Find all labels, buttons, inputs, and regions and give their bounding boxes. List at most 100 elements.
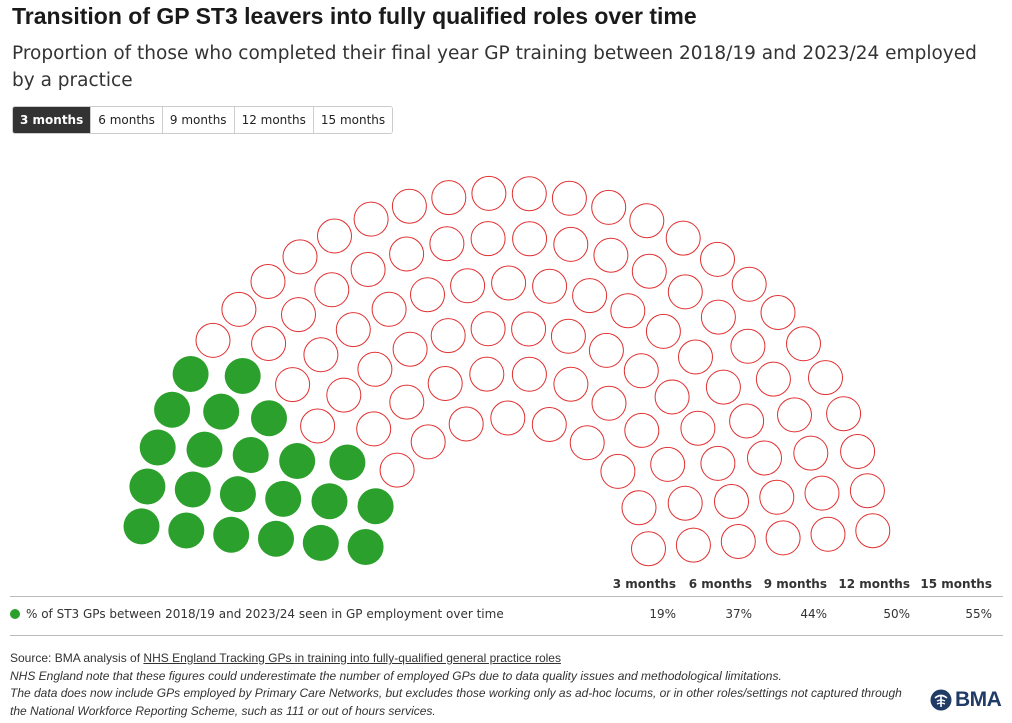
tab-3-months[interactable]: 3 months	[13, 107, 92, 133]
seat-empty	[470, 311, 506, 347]
seat-empty	[551, 180, 587, 216]
seat-empty	[808, 360, 843, 396]
seat-empty	[747, 440, 782, 476]
seat-empty	[512, 221, 548, 257]
table-header-cell: 9 months	[763, 577, 827, 591]
seat-empty	[357, 351, 393, 387]
seat-filled	[357, 488, 394, 525]
tab-12-months[interactable]: 12 months	[234, 107, 314, 133]
seat-empty	[553, 366, 589, 402]
table-cell: 44%	[800, 607, 827, 621]
seat-empty	[731, 266, 767, 302]
table-header-cell: 15 months	[920, 577, 992, 591]
seat-filled	[279, 443, 316, 479]
seat-empty	[379, 452, 415, 488]
table-header-cell: 12 months	[838, 577, 910, 591]
seat-empty	[623, 353, 659, 389]
seat-filled	[311, 483, 348, 520]
table-header: 3 months 6 months 9 months 12 months 15 …	[10, 574, 1003, 597]
seat-empty	[281, 297, 316, 333]
note-underestimate: NHS England note that these figures coul…	[10, 668, 782, 683]
seat-empty	[491, 265, 527, 301]
table-header-cell: 3 months	[612, 577, 676, 591]
seat-empty	[389, 384, 425, 420]
seat-empty	[804, 475, 840, 511]
seat-empty	[511, 356, 547, 392]
note-coverage: The data does now include GPs employed b…	[10, 686, 902, 718]
seat-empty	[665, 220, 701, 256]
parliament-chart	[123, 175, 891, 567]
chart-subtitle: Proportion of those who completed their …	[12, 43, 977, 91]
seat-empty	[675, 527, 711, 563]
seat-empty	[389, 236, 425, 272]
seat-filled	[329, 444, 366, 481]
bma-logo: BMA	[930, 688, 1002, 712]
seat-empty	[430, 318, 466, 354]
seat-empty	[700, 299, 736, 335]
seat-empty	[490, 400, 526, 436]
seat-empty	[645, 313, 681, 349]
seat-empty	[429, 226, 465, 262]
seat-filled	[219, 476, 256, 513]
seat-empty	[470, 221, 506, 257]
seat-empty	[471, 175, 507, 211]
seat-empty	[591, 189, 627, 225]
tab-9-months[interactable]: 9 months	[162, 107, 235, 133]
seat-empty	[410, 277, 445, 313]
tab-15-months[interactable]: 15 months	[313, 107, 393, 133]
seat-empty	[450, 268, 486, 304]
seat-empty	[810, 516, 846, 552]
source-prefix: Source: BMA analysis of	[10, 651, 144, 665]
seat-empty	[300, 408, 336, 444]
seat-empty	[410, 424, 446, 460]
chart-title: Transition of GP ST3 leavers into fully …	[12, 3, 697, 29]
seat-empty	[793, 435, 829, 471]
seat-empty	[849, 473, 885, 509]
table-header-cell: 6 months	[688, 577, 752, 591]
seat-empty	[221, 291, 257, 327]
seat-empty	[326, 377, 362, 413]
seat-empty	[621, 490, 657, 526]
seat-empty	[371, 291, 407, 327]
seat-empty	[282, 239, 318, 275]
seat-filled	[232, 437, 269, 473]
seat-empty	[350, 252, 386, 287]
seat-empty	[631, 253, 667, 289]
seat-empty	[700, 241, 735, 277]
seat-empty	[511, 311, 547, 347]
seat-empty	[840, 434, 876, 469]
seat-empty	[195, 322, 231, 358]
seat-empty	[765, 520, 801, 556]
seat-empty	[314, 272, 350, 308]
seat-empty	[251, 326, 287, 361]
bma-emblem-icon	[930, 689, 952, 711]
seat-empty	[759, 479, 795, 515]
seat-filled	[123, 508, 160, 545]
seat-filled	[258, 520, 294, 557]
seat-empty	[588, 332, 624, 368]
seat-empty	[631, 531, 666, 567]
seat-empty	[714, 484, 749, 519]
seat-filled	[213, 516, 250, 553]
seat-filled	[251, 400, 287, 437]
seat-empty	[356, 411, 392, 447]
seat-filled	[168, 512, 205, 549]
seat-filled	[302, 524, 339, 561]
seat-empty	[593, 237, 629, 273]
seat-empty	[730, 328, 766, 364]
source-link[interactable]: NHS England Tracking GPs in training int…	[143, 651, 561, 665]
legend-dot-icon	[10, 609, 20, 619]
tab-6-months[interactable]: 6 months	[91, 107, 163, 133]
seat-empty	[531, 407, 567, 442]
seat-filled	[174, 471, 211, 508]
seat-empty	[448, 406, 484, 442]
seat-empty	[317, 218, 352, 254]
seat-filled	[186, 431, 223, 468]
seat-empty	[678, 339, 713, 375]
seat-empty	[250, 264, 286, 299]
seat-empty	[431, 180, 467, 216]
seat-empty	[755, 361, 791, 397]
seat-empty	[511, 176, 547, 212]
seat-empty	[550, 318, 586, 354]
table-cell: 37%	[725, 607, 752, 621]
